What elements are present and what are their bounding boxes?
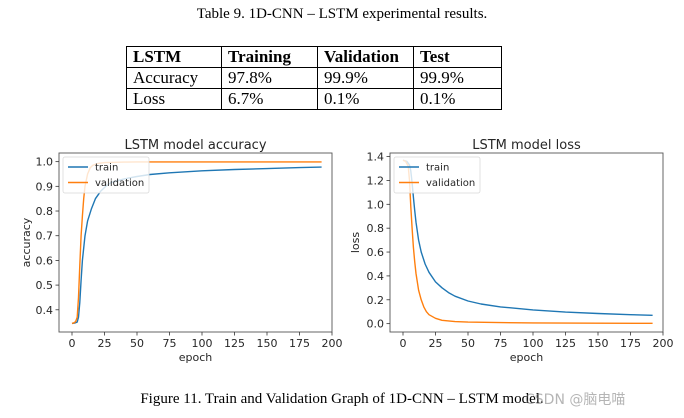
- loss-chart: LSTM model loss 0 25 50 75 100 125 150 175 200 0.0…: [349, 138, 674, 364]
- x-tick-label: 200: [653, 337, 674, 350]
- y-tick-label: 0.8: [367, 222, 385, 235]
- table-cell: 6.7%: [221, 88, 318, 110]
- table-cell: 99.9%: [413, 67, 502, 89]
- x-tick-label: 125: [224, 337, 245, 350]
- chart-title: LSTM model loss: [472, 138, 581, 153]
- legend-box: [62, 156, 150, 194]
- x-tick-label: 200: [322, 337, 343, 350]
- table-cell: 99.9%: [317, 67, 414, 89]
- y-tick-label: 0.4: [367, 270, 385, 283]
- x-tick-label: 25: [98, 337, 112, 350]
- figure-caption: Figure 11. Train and Validation Graph of…: [140, 391, 544, 407]
- y-tick-label: 0.6: [36, 254, 54, 267]
- y-tick-label: 1.4: [367, 151, 385, 164]
- legend-label-train: train: [426, 163, 449, 174]
- y-tick-label: 0.6: [367, 246, 385, 259]
- x-tick-label: 125: [555, 337, 576, 350]
- x-tick-label: 175: [289, 337, 310, 350]
- x-tick-label: 25: [429, 337, 443, 350]
- axes-frame: [389, 152, 664, 333]
- accuracy-chart: LSTM model accuracy 0 25 50 75 100 125 150 175 20…: [20, 138, 343, 364]
- legend-box: [393, 156, 481, 194]
- chart-title: LSTM model accuracy: [124, 138, 266, 153]
- table-cell: 0.1%: [317, 88, 414, 110]
- y-tick-label: 0.0: [367, 318, 385, 331]
- y-tick-label: 1.0: [367, 198, 385, 211]
- x-tick-label: 150: [588, 337, 609, 350]
- table-cell: 0.1%: [413, 88, 502, 110]
- legend-label-validation: validation: [426, 178, 475, 189]
- y-tick-label: 1.2: [367, 174, 385, 187]
- legend-label-train: train: [95, 163, 118, 174]
- x-tick-label: 0: [400, 337, 407, 350]
- x-tick-label: 50: [130, 337, 144, 350]
- x-tick-label: 175: [620, 337, 641, 350]
- y-tick-label: 0.9: [36, 180, 54, 193]
- series-line-validation: [402, 159, 653, 325]
- y-tick-label: 0.7: [36, 230, 54, 243]
- y-axis-label: accuracy: [20, 217, 33, 267]
- x-tick-label: 50: [461, 337, 475, 350]
- y-tick-label: 0.5: [36, 279, 54, 292]
- x-axis-label: epoch: [510, 351, 544, 364]
- x-tick-label: 100: [192, 337, 213, 350]
- table-header-row: LSTM Training Validation Test: [126, 46, 502, 68]
- legend: train validation: [393, 156, 481, 194]
- table-row: Accuracy 97.8% 99.9% 99.9%: [126, 67, 502, 89]
- y-tick-label: 1.0: [36, 156, 54, 169]
- y-tick-label: 0.8: [36, 205, 54, 218]
- watermark: CSDN @脑电喵: [525, 392, 626, 408]
- table-cell: Accuracy: [126, 67, 222, 89]
- table-cell: 97.8%: [221, 67, 318, 89]
- header-cell: Validation: [317, 46, 414, 68]
- table-caption: Table 9. 1D-CNN – LSTM experimental resu…: [196, 6, 488, 22]
- legend: train validation: [62, 156, 150, 194]
- x-tick-label: 75: [163, 337, 177, 350]
- x-tick-label: 150: [257, 337, 278, 350]
- y-tick-label: 0.4: [36, 304, 54, 317]
- header-cell: Training: [221, 46, 318, 68]
- y-axis-label: loss: [349, 232, 362, 254]
- header-cell: Test: [413, 46, 502, 68]
- axes-frame: [58, 152, 333, 333]
- x-tick-label: 75: [494, 337, 508, 350]
- table-cell: Loss: [126, 88, 222, 110]
- legend-label-validation: validation: [95, 178, 144, 189]
- y-tick-label: 0.2: [367, 294, 385, 307]
- x-axis-label: epoch: [179, 351, 213, 364]
- table-row: Loss 6.7% 0.1% 0.1%: [126, 88, 502, 110]
- x-tick-label: 100: [523, 337, 544, 350]
- x-tick-label: 0: [69, 337, 76, 350]
- results-table: LSTM Training Validation Test Accuracy 9…: [126, 46, 502, 110]
- header-cell: LSTM: [126, 46, 222, 68]
